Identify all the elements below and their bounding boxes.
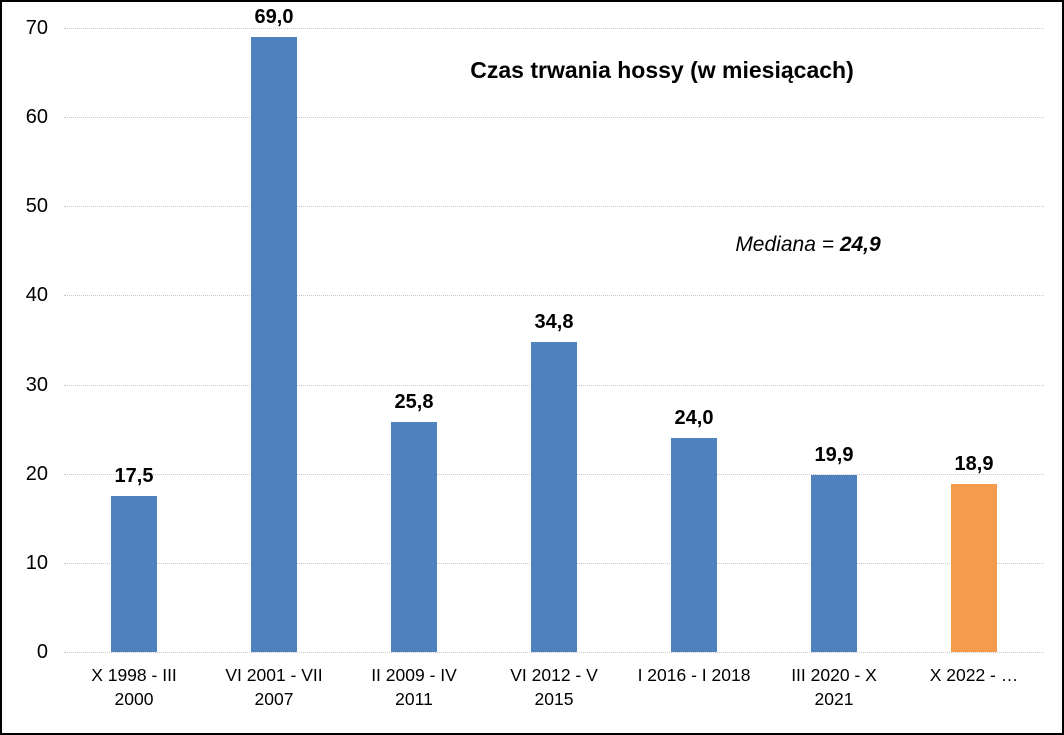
x-category-label-line: X 2022 - … (929, 665, 1019, 685)
median-annotation-value: 24,9 (839, 233, 881, 256)
median-annotation: Mediana = 24,9 (735, 233, 880, 257)
gridline (64, 206, 1044, 208)
y-tick-label: 30 (25, 373, 48, 396)
bar-1 (251, 36, 297, 652)
bar-value-label: 34,8 (534, 310, 574, 333)
bar-value-label: 24,0 (674, 407, 714, 430)
x-axis-labels: X 1998 - III 2000 VI 2001 - VII 2007 II 2009… (64, 663, 1044, 723)
bar-4 (671, 438, 717, 652)
y-tick-label: 70 (25, 17, 48, 39)
x-category-label-line: 2000 (114, 689, 154, 709)
bar-value-label: 25,8 (394, 391, 434, 413)
bar-value-label: 18,9 (954, 452, 994, 475)
x-category-label-line: II 2009 - IV (371, 665, 457, 685)
x-category-label-line: VI 2001 - VII (225, 665, 323, 685)
gridline (64, 28, 1044, 29)
gridline (64, 295, 1044, 297)
plot-area: 17,5 69,0 25,8 34,8 24,0 19,9 18,9 (64, 6, 1044, 653)
x-category-label: X 1998 - III 2000 (64, 663, 204, 711)
gridline (64, 652, 1044, 653)
x-category-label-line: 2021 (814, 689, 854, 709)
y-tick-label: 10 (25, 551, 48, 574)
x-category-label: X 2022 - … (904, 663, 1044, 687)
y-tick-label: 0 (36, 641, 48, 663)
bar-6 (951, 483, 997, 652)
chart-title: Czas trwania hossy (w miesiącach) (470, 57, 854, 83)
x-category-label: I 2016 - I 2018 (624, 663, 764, 687)
y-tick-label: 60 (25, 106, 48, 129)
gridline (64, 117, 1044, 119)
bar-0 (111, 496, 157, 652)
bar-value-label: 17,5 (114, 465, 154, 487)
x-category-label: VI 2001 - VII 2007 (204, 663, 344, 711)
x-category-label: VI 2012 - V 2015 (484, 663, 624, 711)
y-tick-label: 40 (25, 284, 48, 307)
x-category-label: III 2020 - X 2021 (764, 663, 904, 711)
x-category-label-line: 2015 (534, 689, 574, 709)
x-category-label-line: I 2016 - I 2018 (637, 665, 751, 685)
x-category-label-line: 2011 (395, 689, 433, 709)
bar-3 (531, 341, 577, 652)
bar-2 (391, 422, 437, 652)
y-tick-label: 20 (25, 462, 48, 485)
median-annotation-prefix: Mediana = (735, 233, 840, 256)
x-category-label-line: X 1998 - III (91, 665, 177, 685)
bar-value-label: 19,9 (814, 443, 854, 466)
x-category-label-line: VI 2012 - V (510, 665, 598, 685)
y-tick-label: 50 (25, 195, 48, 218)
x-category-label-line: 2007 (254, 689, 294, 709)
bar-5 (811, 474, 857, 652)
x-category-label: II 2009 - IV 2011 (344, 663, 484, 711)
bar-value-label: 69,0 (254, 5, 294, 28)
x-category-label-line: III 2020 - X (791, 665, 877, 685)
